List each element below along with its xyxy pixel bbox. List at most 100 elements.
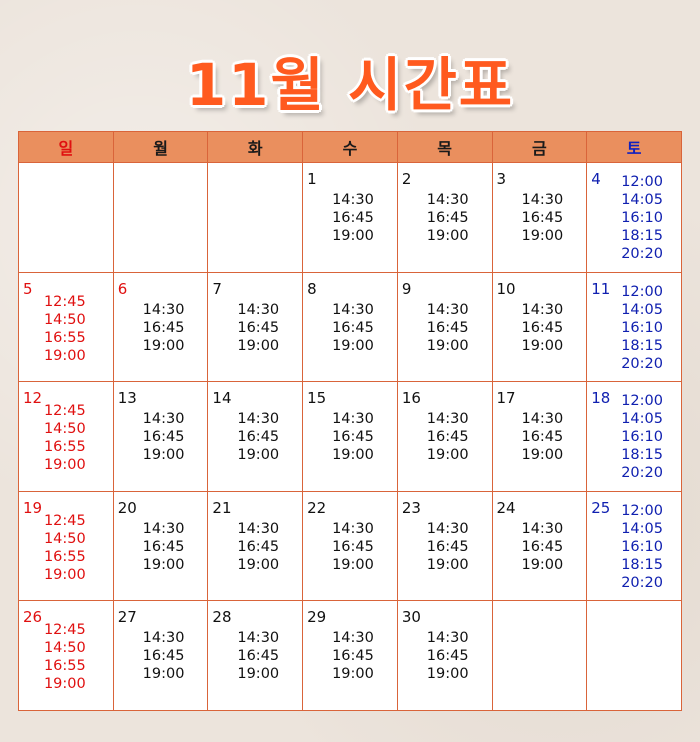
week-row: 1 14:30 16:45 19:00 2 14:30 16:45 19:00 3 14:30 16…: [18, 162, 682, 273]
day-number: 24: [496, 498, 516, 517]
showtime-list: 12:45 14:50 16:55 19:00: [19, 402, 113, 474]
showtime: 14:30: [426, 630, 469, 647]
showtime: 14:50: [43, 311, 86, 328]
showtime-list: 14:30 16:45 19:00: [398, 520, 492, 574]
showtime: 16:55: [43, 658, 86, 675]
day-number: 12: [23, 389, 43, 408]
day-cell: 2 14:30 16:45 19:00: [396, 162, 493, 273]
showtime: 19:00: [521, 228, 564, 244]
day-number: 10: [496, 279, 516, 298]
showtime: 20:20: [621, 355, 663, 372]
day-number: 23: [401, 498, 421, 517]
weekday-header-wed: 수: [302, 131, 398, 163]
day-cell: 16 14:30 16:45 19:00: [396, 381, 493, 492]
showtime: 18:15: [621, 228, 663, 244]
showtime-list: 12:45 14:50 16:55 19:00: [19, 293, 113, 365]
showtime: 14:30: [332, 520, 374, 537]
day-cell: 29 14:30 16:45 19:00: [302, 600, 398, 711]
showtime: 19:00: [426, 666, 469, 683]
showtime: 14:30: [237, 411, 280, 428]
day-cell: 3 14:30 16:45 19:00: [491, 162, 588, 273]
day-cell: 18 12:00 14:05 16:10 18:15 20:20: [586, 381, 682, 492]
showtime: 16:45: [237, 319, 280, 336]
weekday-header-mon: 월: [112, 131, 209, 163]
showtime: 12:00: [621, 174, 663, 190]
showtime-list: 14:30 16:45 19:00: [303, 520, 397, 574]
showtime: 16:10: [621, 538, 663, 555]
showtime: 19:00: [332, 447, 374, 464]
day-number: 15: [307, 389, 327, 408]
showtime: 20:20: [621, 465, 663, 482]
day-number: 19: [23, 498, 43, 517]
day-number: 5: [23, 279, 33, 298]
showtime: 19:00: [237, 337, 280, 354]
page-title: 11월 시간표: [185, 51, 515, 119]
weekday-header-row: 일 월 화 수 목 금 토: [18, 131, 682, 163]
showtime: 20:20: [621, 246, 663, 262]
showtime: 12:00: [621, 283, 663, 300]
day-number: 1: [307, 170, 317, 188]
showtime: 19:00: [142, 447, 185, 464]
showtime-list: 14:30 16:45 19:00: [114, 520, 208, 574]
showtime-list: 14:30 16:45 19:00: [114, 629, 208, 683]
day-number: 8: [307, 279, 317, 298]
day-cell: 6 14:30 16:45 19:00: [112, 271, 209, 383]
weekday-header-sat: 토: [586, 131, 682, 163]
day-number: 22: [307, 498, 327, 517]
showtime: 14:30: [521, 520, 564, 537]
showtime: 16:45: [521, 319, 564, 336]
weekday-header-thu: 목: [396, 131, 493, 163]
showtime: 16:45: [142, 648, 185, 665]
day-number: 6: [117, 279, 128, 298]
showtime: 19:00: [142, 556, 185, 573]
day-cell: 7 14:30 16:45 19:00: [207, 271, 304, 383]
showtime: 19:00: [426, 228, 469, 244]
day-number: 13: [117, 389, 137, 408]
showtime: 16:45: [521, 429, 564, 446]
day-number: 9: [401, 279, 412, 298]
showtime: 16:10: [621, 210, 663, 226]
week-row: 19 12:45 14:50 16:55 19:00 20 14:30 16:45 19:00 2…: [18, 490, 682, 602]
day-number: 4: [591, 170, 601, 188]
showtime: 19:00: [237, 447, 280, 464]
showtime-list: 14:30 16:45 19:00: [398, 191, 492, 245]
day-cell: 5 12:45 14:50 16:55 19:00: [18, 271, 114, 383]
showtime-list: 14:30 16:45 19:00: [208, 629, 302, 683]
showtime: 12:45: [43, 403, 86, 420]
showtime: 19:00: [426, 556, 469, 573]
showtime: 14:30: [332, 411, 374, 428]
showtime: 16:45: [426, 429, 469, 446]
showtime: 14:30: [237, 301, 280, 318]
day-cell: 27 14:30 16:45 19:00: [112, 600, 209, 711]
day-number: 2: [401, 170, 412, 188]
showtime: 16:45: [521, 538, 564, 555]
showtime: 16:45: [142, 319, 185, 336]
showtime: 14:30: [142, 630, 185, 647]
showtime: 16:45: [426, 210, 469, 226]
showtime: 19:00: [521, 556, 564, 573]
day-cell: [112, 162, 209, 273]
day-cell: 1 14:30 16:45 19:00: [302, 162, 398, 273]
showtime: 16:45: [237, 429, 280, 446]
day-number: 16: [401, 389, 421, 408]
showtime: 14:30: [426, 301, 469, 318]
showtime: 12:45: [43, 512, 86, 529]
weekday-header-sun: 일: [18, 131, 114, 163]
showtime: 16:45: [142, 538, 185, 555]
showtime: 14:30: [332, 192, 374, 208]
day-number: 7: [212, 279, 222, 298]
showtime: 16:45: [521, 210, 564, 226]
showtime: 14:30: [237, 520, 280, 537]
showtime: 16:55: [43, 548, 86, 565]
showtime: 19:00: [426, 337, 469, 354]
showtime-list: 12:45 14:50 16:55 19:00: [19, 512, 113, 584]
showtime: 19:00: [332, 337, 374, 354]
showtime: 14:50: [43, 640, 86, 657]
showtime: 14:30: [332, 630, 374, 647]
showtime-list: 12:45 14:50 16:55 19:00: [19, 621, 113, 693]
day-cell: 30 14:30 16:45 19:00: [396, 600, 493, 711]
showtime-list: 14:30 16:45 19:00: [303, 410, 397, 464]
day-number: 11: [591, 279, 611, 298]
showtime: 14:30: [521, 301, 564, 318]
showtime: 14:30: [521, 192, 564, 208]
